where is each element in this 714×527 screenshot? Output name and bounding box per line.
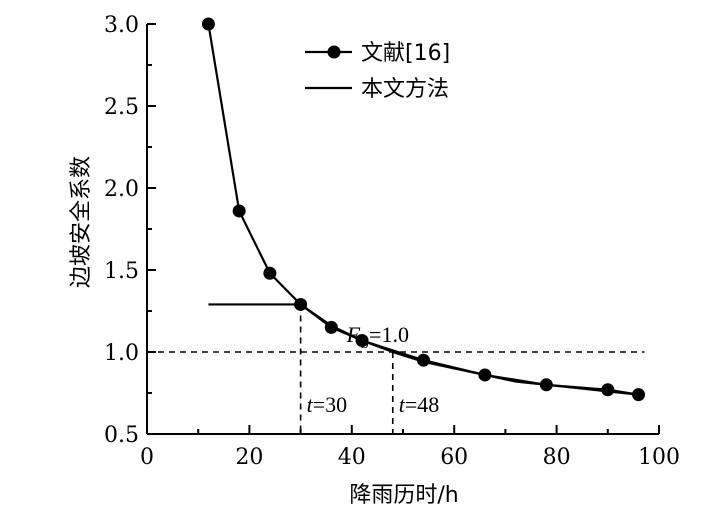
data-point [601,383,615,397]
legend-label-0: 文献[16] [361,41,450,66]
guide-lines [147,304,645,434]
x-tick-label: 100 [638,445,680,470]
x-tick-label: 20 [235,445,263,470]
x-tick-label: 40 [338,445,366,470]
legend-marker-0 [327,45,341,59]
x-tick-label: 60 [440,445,468,470]
x-tick-label: 0 [140,445,154,470]
fs-label: FS=1.0 [346,322,409,352]
y-tick-label: 2.0 [104,177,139,202]
y-tick-label: 0.5 [104,423,139,448]
y-tick-label: 3.0 [104,13,139,38]
data-point [263,266,277,280]
y-tick-label: 1.0 [104,341,139,366]
series-group [201,17,646,402]
series-line-1 [208,303,639,396]
legend: 文献[16] 本文方法 [305,41,450,102]
t48-label: t=48 [399,392,440,417]
data-point [201,17,215,31]
x-tick-label: 80 [543,445,571,470]
axes: 0 20 40 60 80 100 0.5 1.0 1.5 2.0 2.5 3.0 [104,13,680,470]
annotations: FS=1.0 t=30 t=48 [307,322,440,417]
y-axis-title: 边坡安全系数 [69,156,94,288]
y-tick-label: 2.5 [104,95,139,120]
data-point [232,204,246,218]
legend-label-1: 本文方法 [361,77,449,102]
x-axis-title: 降雨历时/h [349,483,458,508]
t30-label: t=30 [307,392,348,417]
y-tick-label: 1.5 [104,259,139,284]
